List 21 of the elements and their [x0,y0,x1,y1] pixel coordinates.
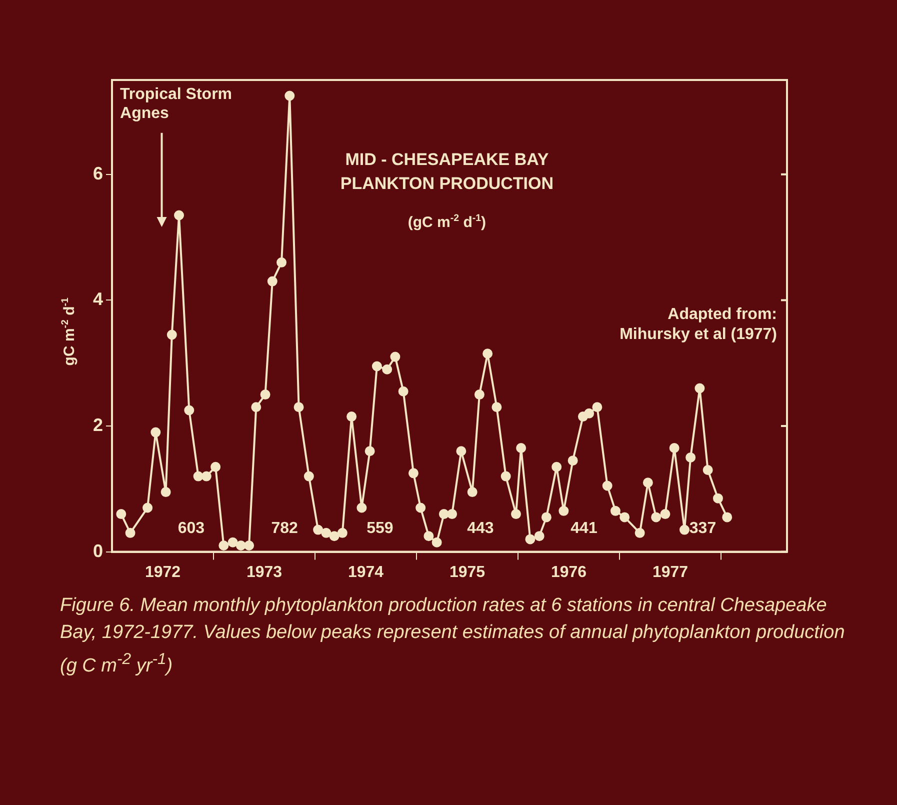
x-tick-label: 1977 [652,564,688,581]
caption: Figure 6. Mean monthly phytoplankton production rates at 6 stations in central Chesapeake Bay, 1972-1977. Values below peaks represent estimates of annual phytoplankton production (g C m$^{-2}$ yr$^{-1}$) [60,594,846,678]
annotation: Tropical Storm Agnes [120,86,232,122]
x-tick-label: 1972 [144,564,181,581]
y-tick-label: 2 [92,414,104,435]
x-tick-label: 1974 [348,564,384,581]
annotation: 559 [366,520,394,537]
x-tick-label: 1973 [246,564,282,581]
annotation: Adapted from: Mihursky et al (1977) [620,306,778,344]
x-tick-label: 1975 [449,564,486,581]
y-tick-label: 0 [92,540,104,561]
y-tick-label: 6 [92,163,104,184]
annotation: 443 [467,520,494,537]
y-axis-title: gC m-2 d-1 [60,296,78,366]
annotation: 603 [178,520,205,537]
annotation: 441 [570,520,598,537]
x-tick-label: 1976 [550,564,587,581]
annotation: 782 [271,520,298,537]
annotation: 337 [689,520,716,537]
text: MID - CHESAPEAKE BAY PLANKTON PRODUCTION [340,150,554,193]
y-tick-label: 4 [92,289,104,310]
